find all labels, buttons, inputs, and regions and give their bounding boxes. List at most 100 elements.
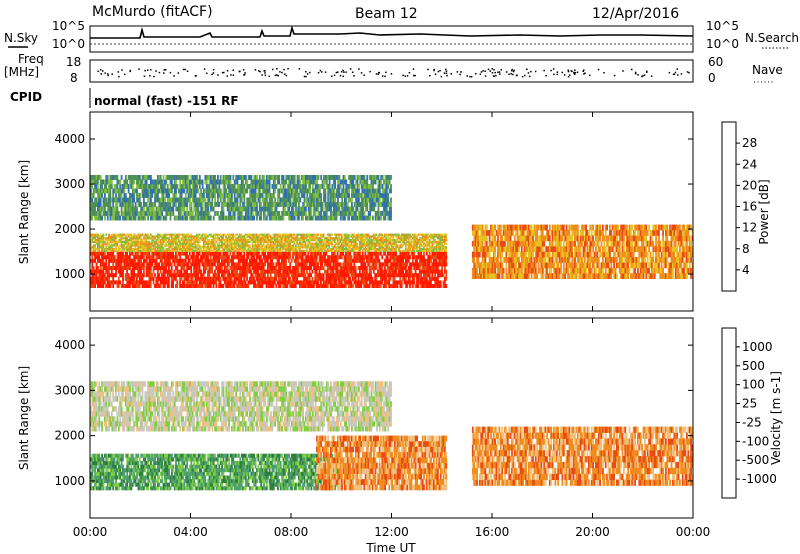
heatmap-cell: [368, 248, 371, 251]
heatmap-cell: [424, 273, 427, 278]
heatmap-cell: [356, 251, 358, 256]
heatmap-cell: [322, 276, 325, 281]
heatmap-cell: [175, 255, 177, 260]
freq-dot: [491, 72, 494, 74]
heatmap-cell: [200, 255, 202, 260]
heatmap-cell: [481, 251, 484, 258]
heatmap-cell: [434, 258, 436, 263]
heatmap-cell: [109, 258, 112, 263]
heatmap-cell: [393, 249, 396, 252]
heatmap-cell: [130, 262, 133, 267]
heatmap-cell: [546, 273, 548, 279]
heatmap-cell: [194, 280, 197, 285]
heatmap-cell: [379, 248, 382, 251]
freq-dot: [276, 74, 278, 76]
heatmap-cell: [147, 248, 149, 251]
heatmap-cell: [239, 251, 241, 256]
heatmap-cell: [435, 284, 438, 288]
heatmap-cell: [502, 267, 505, 274]
heatmap-cell: [520, 267, 523, 274]
heatmap-cell: [548, 246, 551, 252]
heatmap-cell: [378, 240, 381, 243]
heatmap-cell: [229, 239, 232, 242]
heatmap-cell: [272, 276, 275, 281]
heatmap-cell: [314, 237, 317, 240]
heatmap-cell: [286, 239, 289, 242]
heatmap-cell: [269, 266, 272, 270]
heatmap-cell: [105, 266, 108, 270]
heatmap-cell: [409, 235, 411, 238]
heatmap-cell: [321, 244, 324, 247]
heatmap-cell: [159, 242, 162, 245]
heatmap-cell: [411, 280, 414, 285]
heatmap-cell: [485, 251, 488, 258]
heatmap-cell: [226, 237, 229, 240]
heatmap-cell: [254, 235, 257, 238]
heatmap-cell: [223, 233, 226, 236]
heatmap-cell: [246, 244, 248, 247]
heatmap-cell: [416, 273, 418, 278]
heatmap-cell: [108, 273, 110, 278]
heatmap-cell: [182, 273, 184, 278]
heatmap-cell: [548, 257, 551, 263]
heatmap-cell: [421, 233, 424, 236]
heatmap-cell: [425, 251, 428, 256]
heatmap-cell: [384, 284, 386, 288]
heatmap-cell: [226, 251, 229, 256]
heatmap-cell: [409, 269, 411, 274]
heatmap-cell: [411, 276, 414, 281]
heatmap-cell: [130, 273, 133, 278]
heatmap-cell: [282, 248, 285, 251]
heatmap-cell: [183, 280, 186, 285]
heatmap-cell: [272, 266, 275, 270]
heatmap-cell: [234, 240, 237, 243]
heatmap-cell: [110, 280, 113, 285]
heatmap-cell: [144, 251, 147, 256]
freq-dot: [232, 74, 235, 76]
heatmap-cell: [106, 242, 109, 245]
heatmap-cell: [175, 239, 177, 242]
heatmap-cell: [331, 244, 333, 247]
heatmap-cell: [229, 251, 232, 256]
heatmap-cell: [416, 276, 418, 281]
heatmap-cell: [271, 258, 273, 263]
heatmap-cell: [268, 248, 271, 251]
heatmap-cell: [262, 251, 265, 256]
heatmap-cell: [130, 239, 133, 242]
heatmap-cell: [353, 246, 356, 249]
heatmap-cell: [409, 240, 411, 243]
heatmap-cell: [116, 280, 119, 285]
heatmap-cell: [275, 240, 278, 243]
heatmap-cell: [410, 242, 413, 245]
heatmap-cell: [548, 273, 551, 279]
heatmap-cell: [292, 280, 294, 285]
heatmap-cell: [257, 235, 259, 238]
heatmap-cell: [445, 246, 448, 249]
heatmap-cell: [372, 248, 375, 251]
heatmap-cell: [97, 244, 99, 247]
heatmap-cell: [523, 257, 526, 263]
heatmap-cell: [187, 266, 190, 270]
heatmap-cell: [232, 248, 234, 251]
heatmap-cell: [145, 255, 148, 260]
heatmap-cell: [145, 242, 148, 245]
heatmap-cell: [211, 262, 213, 267]
heatmap-cell: [218, 237, 220, 240]
heatmap-cell: [308, 237, 311, 240]
heatmap-cell: [190, 235, 193, 238]
heatmap-cell: [237, 246, 240, 249]
heatmap-cell: [431, 276, 434, 281]
heatmap-cell: [143, 273, 145, 278]
heatmap-cell: [389, 249, 392, 252]
heatmap-cell: [95, 240, 98, 243]
heatmap-cell: [195, 255, 198, 260]
heatmap-cell: [230, 276, 233, 281]
heatmap-cell: [265, 248, 268, 251]
heatmap-cell: [331, 255, 333, 260]
heatmap-cell: [117, 233, 120, 236]
heatmap-cell: [423, 233, 425, 236]
heatmap-cell: [331, 248, 333, 251]
heatmap-cell: [363, 255, 365, 260]
heatmap-cell: [420, 237, 423, 240]
heatmap-cell: [126, 273, 128, 278]
